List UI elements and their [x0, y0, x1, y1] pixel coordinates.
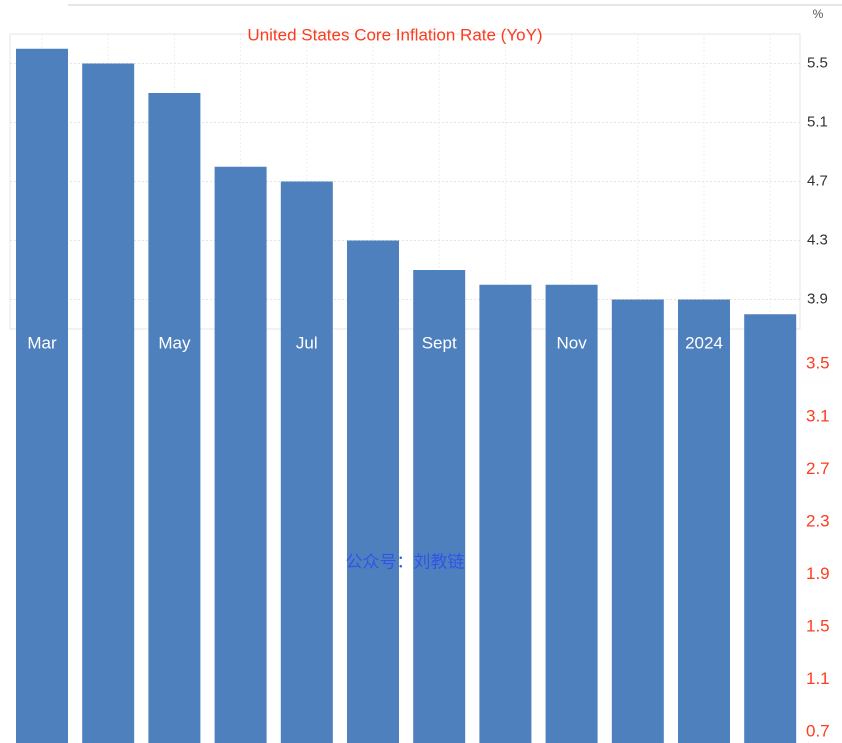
- bar: [413, 270, 466, 743]
- bar: [16, 48, 68, 743]
- bar: [744, 314, 797, 743]
- y2-tick-label: 3.5: [806, 354, 830, 373]
- y-tick-label: 5.1: [807, 113, 828, 130]
- y-tick-label: 5.5: [807, 54, 828, 71]
- bar: [611, 299, 664, 743]
- bar: [479, 284, 532, 743]
- y-tick-label: 4.7: [807, 172, 828, 189]
- x-tick-label: Mar: [27, 333, 57, 352]
- chart-title: United States Core Inflation Rate (YoY): [247, 25, 542, 44]
- y2-tick-label: 1.1: [806, 669, 830, 688]
- bar: [214, 166, 267, 743]
- y2-tick-label: 0.7: [806, 721, 830, 740]
- y-tick-label: 4.3: [807, 231, 828, 248]
- bar: [148, 93, 201, 743]
- y-tick-label: 3.9: [807, 290, 828, 307]
- bar: [347, 240, 399, 743]
- y2-tick-label: 2.3: [806, 511, 830, 530]
- y2-tick-label: 3.1: [806, 406, 830, 425]
- x-tick-label: May: [158, 333, 191, 352]
- unit-label: %: [813, 7, 824, 21]
- bar: [82, 63, 135, 743]
- x-tick-label: Sept: [422, 333, 457, 352]
- x-tick-label: 2024: [685, 333, 723, 352]
- y2-tick-label: 2.7: [806, 459, 830, 478]
- bar: [545, 284, 598, 743]
- y2-tick-label: 1.5: [806, 616, 830, 635]
- watermark: 公众号：刘教链: [346, 552, 465, 571]
- x-tick-label: Nov: [556, 333, 587, 352]
- y2-tick-label: 1.9: [806, 564, 830, 583]
- x-tick-label: Jul: [296, 333, 318, 352]
- bar: [678, 299, 730, 743]
- bar: [280, 181, 333, 743]
